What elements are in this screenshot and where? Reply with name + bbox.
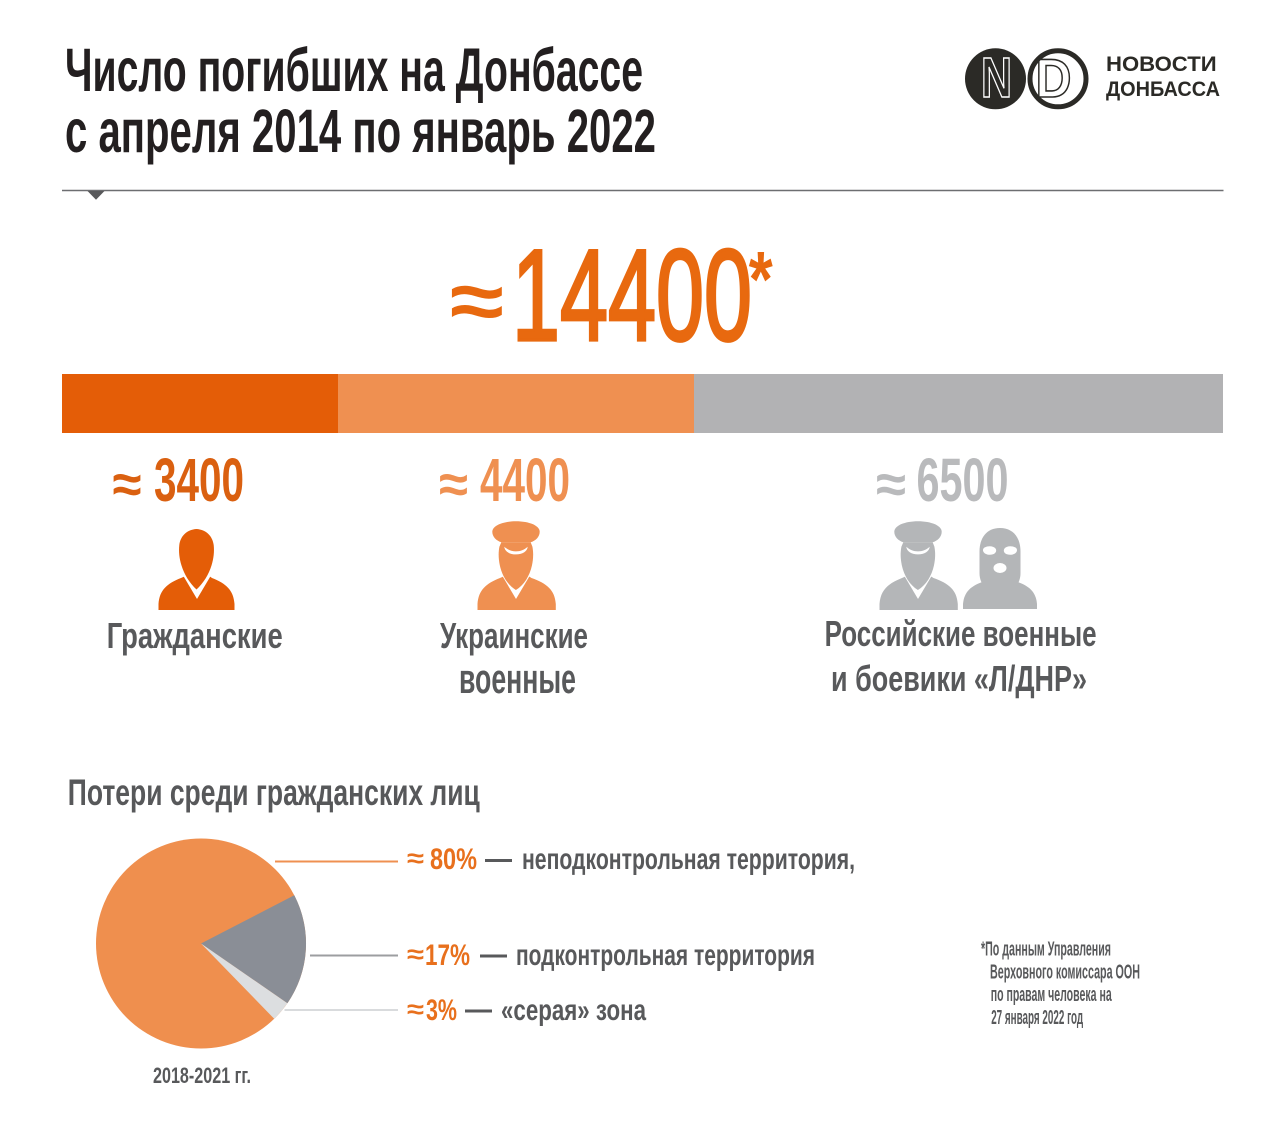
svg-text:≈: ≈ bbox=[450, 256, 504, 347]
svg-text:3%: 3% bbox=[426, 994, 457, 1027]
svg-text:неподконтрольная территория,: неподконтрольная территория, bbox=[522, 843, 855, 876]
svg-text:6500: 6500 bbox=[917, 446, 1009, 515]
svg-text:военные: военные bbox=[459, 655, 576, 702]
svg-text:*: * bbox=[749, 234, 773, 323]
svg-text:≈: ≈ bbox=[113, 455, 142, 515]
svg-text:«серая» зона: «серая» зона bbox=[501, 994, 646, 1027]
svg-text:4400: 4400 bbox=[480, 446, 570, 515]
svg-text:ДОНБАССА: ДОНБАССА bbox=[1106, 78, 1220, 101]
svg-text:≈: ≈ bbox=[407, 843, 424, 873]
svg-text:Потери среди гражданских лиц: Потери среди гражданских лиц bbox=[68, 771, 480, 813]
svg-text:D: D bbox=[1036, 47, 1072, 109]
svg-text:Украинские: Украинские bbox=[440, 615, 588, 656]
svg-text:и боевики «Л/ДНР»: и боевики «Л/ДНР» bbox=[831, 658, 1087, 699]
svg-text:НОВОСТИ: НОВОСТИ bbox=[1106, 53, 1217, 76]
svg-text:Гражданские: Гражданские bbox=[107, 615, 283, 656]
svg-text:27 января 2022 год: 27 января 2022 год bbox=[991, 1007, 1083, 1029]
svg-text:14400: 14400 bbox=[512, 222, 752, 368]
svg-text:Российские военные: Российские военные bbox=[825, 613, 1097, 654]
svg-text:Число погибших на Донбассе: Число погибших на Донбассе bbox=[65, 36, 643, 104]
svg-text:Верховного комиссара ООН: Верховного комиссара ООН bbox=[990, 961, 1140, 983]
svg-text:≈: ≈ bbox=[407, 994, 424, 1024]
svg-text:подконтрольная территория: подконтрольная территория bbox=[516, 939, 815, 972]
svg-text:по правам человека на: по правам человека на bbox=[991, 984, 1112, 1006]
svg-text:≈: ≈ bbox=[876, 455, 906, 515]
svg-text:17%: 17% bbox=[425, 939, 470, 972]
svg-text:≈: ≈ bbox=[407, 939, 424, 969]
svg-text:≈: ≈ bbox=[439, 455, 468, 515]
svg-text:2018-2021 гг.: 2018-2021 гг. bbox=[153, 1063, 251, 1088]
svg-text:*По данным Управления: *По данным Управления bbox=[981, 939, 1111, 961]
svg-text:с апреля 2014 по январь 2022: с апреля 2014 по январь 2022 bbox=[65, 97, 656, 165]
svg-text:3400: 3400 bbox=[154, 446, 244, 515]
svg-text:N: N bbox=[981, 46, 1012, 110]
svg-text:80%: 80% bbox=[430, 843, 477, 876]
